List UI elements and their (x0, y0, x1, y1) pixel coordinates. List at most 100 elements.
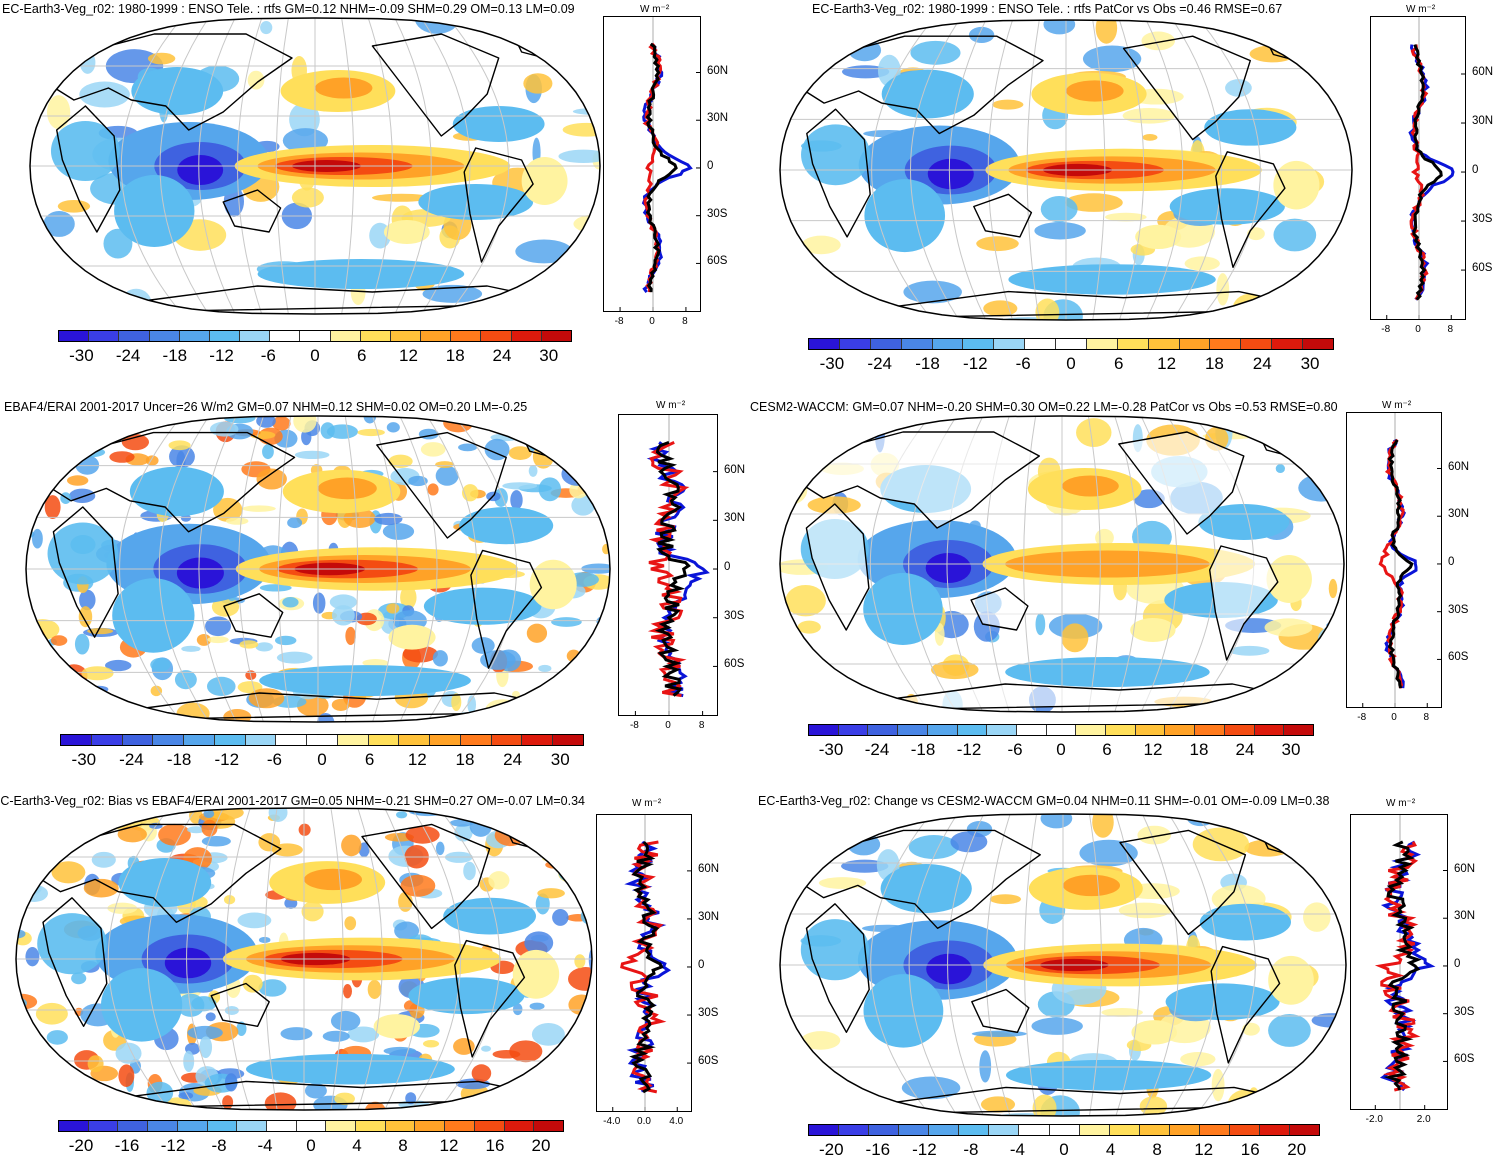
panel-5: EC-Earth3-Veg_r02: Bias vs EBAF4/ERAI 20… (0, 790, 750, 1158)
zonal-lat-tick-label: 60N (724, 463, 746, 476)
zonal-lat-tick-label: 60S (1472, 262, 1493, 275)
colorbar-tick-label: 20 (1287, 1140, 1307, 1159)
colorbar-tick-label: 30 (550, 750, 570, 769)
zonal-x-tick-label: 8 (1423, 712, 1430, 723)
colorbar-tick-label: -4 (257, 1136, 273, 1155)
colorbar-tick-label: 0 (1059, 1140, 1069, 1159)
zonal-x-tick-label: 8 (698, 720, 705, 731)
zonal-lat-tick-label: 30N (724, 512, 746, 525)
zonal-lat-tick-label: 60S (1454, 1053, 1475, 1066)
zonal-x-tick-label: -4.0 (603, 1116, 621, 1127)
zonal-lat-tick-label: 60N (707, 64, 729, 77)
zonal-x-tick-label: -8 (1381, 324, 1391, 335)
zonal-x-tick-label: 2.0 (1416, 1114, 1431, 1125)
colorbar-labels: -30 -24 -18 -12 -6 0 6 12 18 24 30 (58, 346, 572, 366)
colorbar-tick-label: 12 (399, 346, 418, 365)
zonal-x-tick-label: 0.0 (637, 1116, 651, 1127)
colorbar-tick-label: 30 (539, 346, 559, 365)
zonal-lat-tick-label: 60S (707, 255, 728, 268)
colorbar-tick-label: -6 (260, 346, 276, 365)
colorbar-tick-label: -8 (963, 1140, 979, 1159)
colorbar-labels: -30 -24 -18 -12 -6 0 6 12 18 24 30 (808, 740, 1314, 760)
zonal-lat-tick-label: 30S (1448, 603, 1469, 616)
colorbar-tick-label: 24 (1235, 740, 1255, 759)
zonal-line-diff (654, 440, 691, 697)
zonal-unit: W m⁻² (1406, 4, 1436, 15)
colorbar-tick-label: 30 (1300, 354, 1320, 373)
zonal-line-model (641, 42, 693, 293)
colorbar-tick-label: -24 (119, 750, 144, 769)
colorbar-tick-label: -24 (867, 354, 892, 373)
colorbar-tick-label: 24 (1252, 354, 1272, 373)
colorbar-tick-label: 8 (398, 1136, 408, 1155)
colorbar-tick-label: 18 (1204, 354, 1224, 373)
zonal-mean-plot (1350, 814, 1448, 1110)
zonal-mean-plot (618, 414, 718, 716)
zonal-unit: W m⁻² (1386, 798, 1416, 809)
colorbar (60, 734, 584, 746)
panel-3: EBAF4/ERAI 2001-2017 Uncer=26 W/m2 GM=0.… (0, 396, 750, 776)
robinson-map (779, 813, 1347, 1117)
panel-title: CESM2-WACCM: GM=0.07 NHM=-0.20 SHM=0.30 … (750, 400, 1338, 414)
colorbar-tick-label: 30 (1281, 740, 1301, 759)
zonal-lat-tick-label: 60N (1448, 460, 1470, 473)
zonal-unit: W m⁻² (656, 400, 686, 411)
colorbar-tick-label: -18 (910, 740, 936, 759)
colorbar-tick-label: 4 (352, 1136, 362, 1155)
colorbar-tick-label: -12 (160, 1136, 186, 1155)
colorbar-tick-label: -30 (71, 750, 97, 769)
colorbar-tick-label: -12 (963, 354, 988, 373)
panel-6: EC-Earth3-Veg_r02: Change vs CESM2-WACCM… (750, 790, 1500, 1159)
zonal-lat-tick-label: 60N (1454, 862, 1476, 875)
colorbar-tick-label: -20 (68, 1136, 94, 1155)
colorbar-tick-label: -12 (214, 750, 240, 769)
colorbar-tick-label: -18 (166, 750, 192, 769)
colorbar-tick-label: 6 (1114, 354, 1124, 373)
colorbar-tick-label: 16 (485, 1136, 505, 1155)
robinson-map (779, 415, 1345, 713)
colorbar-tick-label: -4 (1009, 1140, 1026, 1159)
colorbar-tick-label: 0 (317, 750, 327, 769)
robinson-map (25, 415, 611, 723)
zonal-line-diff (1387, 439, 1414, 689)
colorbar-tick-label: -20 (818, 1140, 844, 1159)
colorbar-tick-label: 18 (445, 346, 465, 365)
zonal-mean-plot (1346, 412, 1442, 708)
zonal-lat-tick-label: 30N (1472, 115, 1494, 128)
colorbar-tick-label: 6 (1102, 740, 1112, 759)
colorbar (808, 1124, 1320, 1136)
colorbar-tick-label: 0 (1066, 354, 1076, 373)
zonal-x-tick-label: -8 (1357, 712, 1367, 723)
colorbar-tick-label: 12 (407, 750, 427, 769)
zonal-mean-plot (596, 814, 692, 1112)
colorbar-tick-label: -16 (865, 1140, 891, 1159)
colorbar (58, 1120, 564, 1132)
zonal-lat-tick-label: 0 (1454, 957, 1461, 970)
colorbar-tick-label: 12 (1194, 1140, 1214, 1159)
zonal-x-tick-label: 4.0 (669, 1116, 684, 1127)
colorbar-tick-label: 6 (364, 750, 375, 769)
zonal-lat-tick-label: 60S (1448, 651, 1469, 664)
zonal-lat-tick-label: 0 (1472, 164, 1479, 177)
colorbar-tick-label: 20 (531, 1136, 551, 1155)
panel-title: EC-Earth3-Veg_r02: Change vs CESM2-WACCM… (758, 794, 1330, 808)
zonal-lat-tick-label: 30S (724, 609, 745, 622)
zonal-lat-tick-label: 0 (698, 958, 705, 971)
zonal-line-model (624, 840, 672, 1093)
zonal-x-tick-label: 0 (649, 316, 655, 327)
robinson-map (779, 19, 1353, 321)
zonal-lat-tick-label: 30S (707, 207, 728, 220)
zonal-lat-tick-label: 60N (698, 862, 720, 875)
colorbar-tick-label: -24 (864, 740, 890, 759)
colorbar-tick-label: 6 (357, 346, 367, 365)
colorbar-tick-label: -30 (69, 346, 94, 365)
colorbar-tick-label: 24 (503, 750, 523, 769)
colorbar-tick-label: -8 (211, 1136, 227, 1155)
colorbar (58, 330, 572, 342)
zonal-line-model (646, 441, 710, 698)
zonal-lat-tick-label: 30S (698, 1007, 719, 1020)
colorbar-tick-label: -16 (114, 1136, 140, 1155)
colorbar (808, 724, 1314, 736)
panel-title: EC-Earth3-Veg_r02: 1980-1999 : ENSO Tele… (812, 2, 1283, 16)
zonal-lat-tick-label: 0 (1448, 555, 1455, 568)
